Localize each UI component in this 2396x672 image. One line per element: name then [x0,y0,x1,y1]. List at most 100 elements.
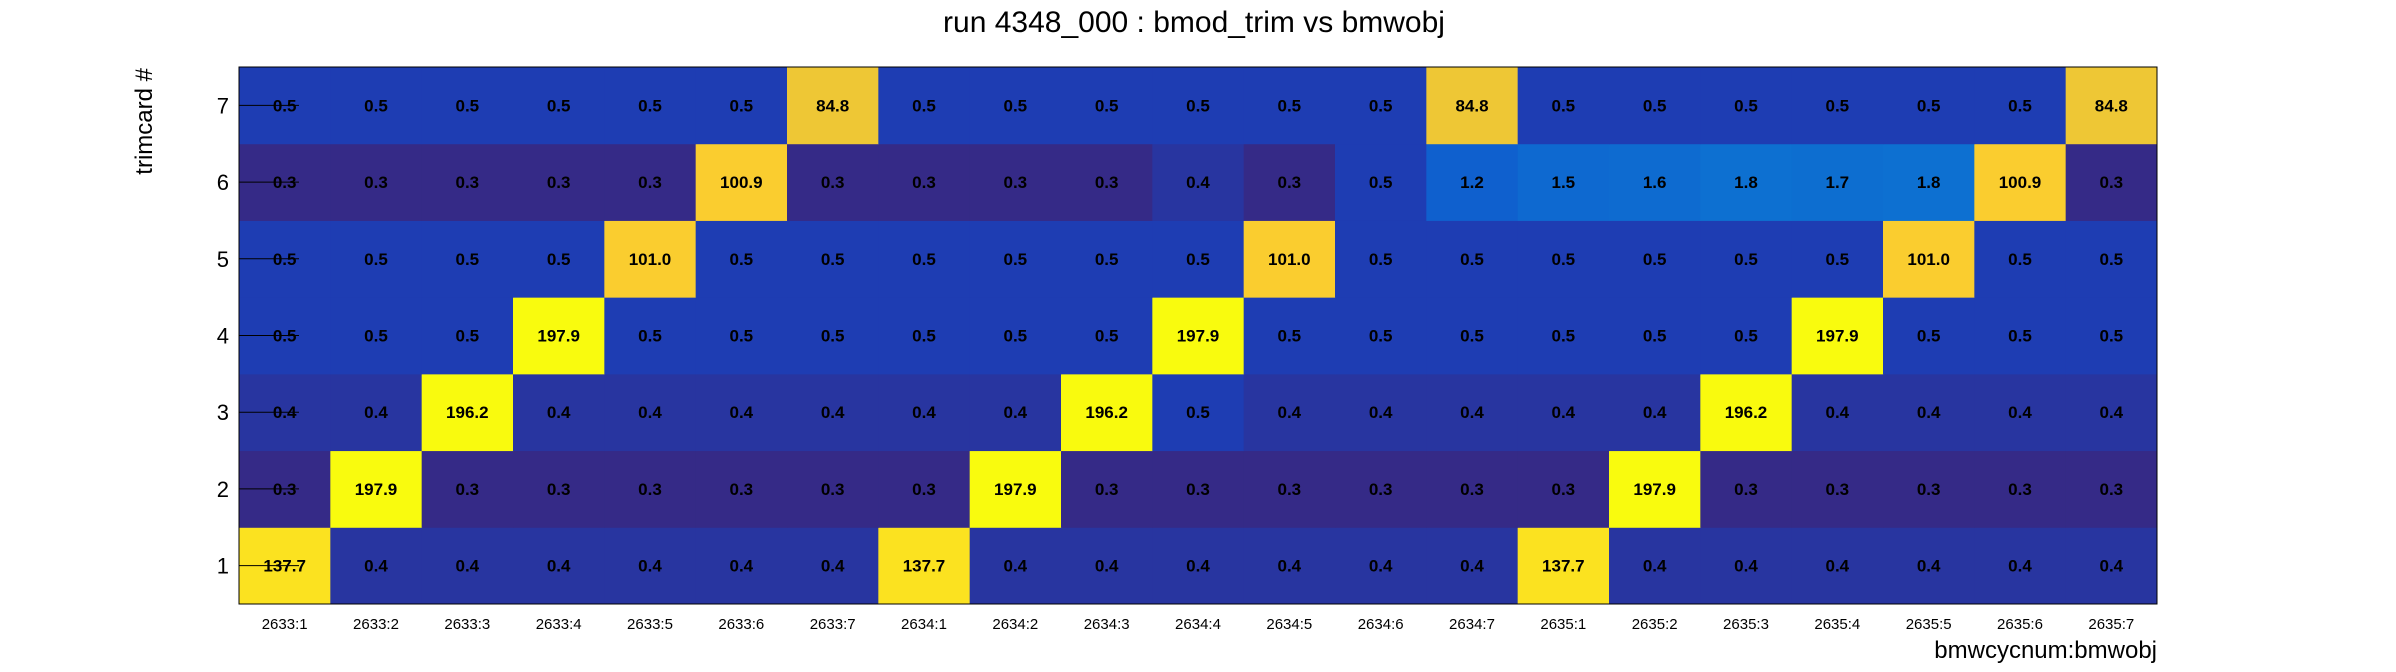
cell-value-label: 0.5 [912,327,936,346]
heatmap-cell [1974,527,2067,605]
cell-value-label: 84.8 [816,96,849,115]
cell-value-label: 0.4 [1186,173,1210,192]
cell-value-label: 0.4 [1460,557,1484,576]
x-axis-title: bmwcycnum:bmwobj [1934,637,2157,664]
cell-value-label: 0.5 [1369,96,1393,115]
cell-value-label: 197.9 [355,480,398,499]
cell-value-label: 0.3 [1186,480,1210,499]
cell-value-label: 0.5 [1369,250,1393,269]
cell-value-label: 0.4 [1917,403,1941,422]
heatmap-cell [1243,297,1336,375]
heatmap-cell [695,67,788,145]
heatmap-cell [1700,67,1793,145]
heatmap-cell [330,297,423,375]
heatmap-cell [421,373,514,452]
cell-value-label: 0.5 [2008,327,2032,346]
x-tick-label: 2633:7 [810,616,856,633]
x-tick-label: 2635:2 [1632,616,1678,633]
heatmap-cell [1609,67,1701,145]
y-tick-label: 2 [217,477,229,502]
heatmap-cell [604,143,697,221]
cell-value-label: 0.5 [364,327,388,346]
cell-value-label: 0.5 [730,250,754,269]
heatmap-cell [1152,527,1245,605]
x-tick-label: 2633:6 [718,616,764,633]
heatmap-cell [878,220,971,298]
heatmap-cell [969,450,1062,528]
cell-value-label: 137.7 [903,557,946,576]
heatmap-cell [1517,450,1610,528]
x-tick-label: 2633:5 [627,616,673,633]
heatmap-cell [1335,527,1427,605]
cell-value-label: 1.6 [1643,173,1667,192]
cell-value-label: 0.5 [730,96,754,115]
cell-value-label: 0.3 [912,480,936,499]
heatmap-cell [787,220,879,298]
cell-value-label: 0.3 [1734,480,1758,499]
cell-value-label: 0.5 [2008,250,2032,269]
cell-value-label: 0.3 [1460,480,1484,499]
cell-value-label: 0.5 [456,327,480,346]
cell-value-label: 0.4 [1278,557,1302,576]
heatmap-cell [1061,450,1153,528]
heatmap-cell [1061,297,1153,375]
heatmap-cell [1243,373,1336,452]
cell-value-label: 0.5 [1734,327,1758,346]
x-tick-label: 2635:7 [2088,616,2134,633]
cell-value-label: 0.3 [912,173,936,192]
heatmap-cell [421,67,514,145]
cell-value-label: 0.4 [730,557,754,576]
cell-value-label: 0.4 [364,557,388,576]
cell-value-label: 0.3 [638,173,662,192]
cell-value-label: 0.5 [1186,96,1210,115]
heatmap-cell [513,143,605,221]
heatmap-cell [1791,220,1884,298]
heatmap-cell [1609,297,1701,375]
cell-value-label: 0.3 [456,173,480,192]
heatmap-cell [2065,450,2158,528]
heatmap-cell [1243,220,1336,298]
cell-value-label: 0.5 [1278,96,1302,115]
y-axis-title: trimcard # [131,67,158,174]
heatmap-cell [1791,67,1884,145]
cell-value-label: 0.4 [638,557,662,576]
cell-value-label: 101.0 [629,250,672,269]
cell-value-label: 0.5 [1278,327,1302,346]
heatmap-cell [969,67,1062,145]
heatmap-cell [1243,450,1336,528]
cell-value-label: 0.4 [2100,403,2124,422]
cell-value-label: 0.3 [2008,480,2032,499]
cell-value-label: 197.9 [994,480,1037,499]
heatmap-cell [969,297,1062,375]
heatmap-cell [1152,67,1245,145]
cell-value-label: 0.4 [1734,557,1758,576]
heatmap-cell [695,450,788,528]
cell-value-label: 197.9 [1633,480,1676,499]
cell-value-label: 0.4 [1826,557,1850,576]
heatmap-cell [604,527,697,605]
heatmap-cell [1061,373,1153,452]
cell-value-label: 0.5 [1095,327,1119,346]
x-tick-label: 2633:3 [444,616,490,633]
cell-value-label: 0.4 [1004,403,1028,422]
cell-value-label: 0.4 [1369,403,1393,422]
x-tick-label: 2634:4 [1175,616,1221,633]
cell-value-label: 0.5 [1095,250,1119,269]
heatmap-cell [1426,67,1519,145]
heatmap-cell [1517,373,1610,452]
cell-value-label: 0.5 [1643,96,1667,115]
cell-value-label: 0.3 [1826,480,1850,499]
heatmap-cell [969,373,1062,452]
x-tick-label: 2633:2 [353,616,399,633]
cell-value-label: 0.3 [547,173,571,192]
cell-value-label: 0.5 [1552,96,1576,115]
heatmap-cell [2065,220,2158,298]
cell-value-label: 0.4 [821,557,845,576]
heatmap-cell [1335,297,1427,375]
cell-value-label: 196.2 [1725,403,1768,422]
heatmap-cell [1335,143,1427,221]
cell-value-label: 0.5 [1552,250,1576,269]
cell-value-label: 84.8 [1455,96,1488,115]
